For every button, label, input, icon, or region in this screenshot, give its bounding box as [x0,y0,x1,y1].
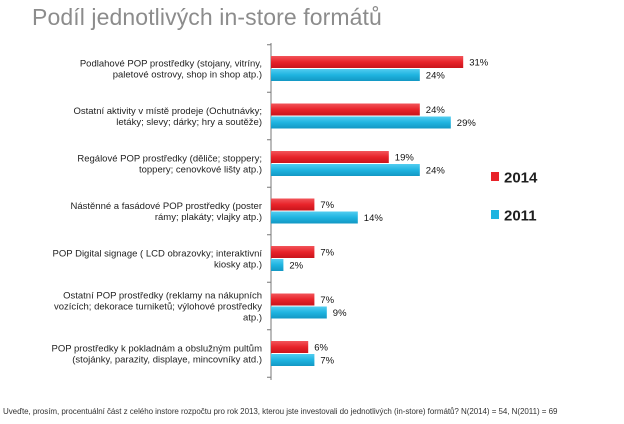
category-label: Ostatní aktivity v místě prodeje (Ochutn… [74,106,263,128]
bar-2011 [271,354,315,366]
footnote: Uveďte, prosím, procentuální část z celé… [3,407,558,416]
data-label-2014: 24% [426,105,446,116]
category-label: POP Digital signage ( LCD obrazovky; int… [53,248,263,270]
data-label-2011: 9% [333,308,347,319]
bar-2014 [271,246,315,258]
bar-2014 [271,151,389,163]
legend-swatch-2014 [491,172,499,181]
bar-2014 [271,198,315,211]
bar-2011 [271,211,358,224]
category-label: Podlahové POP prostředky (stojany, vitrí… [80,58,262,80]
data-label-2011: 14% [364,213,384,224]
bar-2014 [271,56,464,68]
bar-2011 [271,164,420,176]
bar-2011 [271,116,451,129]
bar-2011 [271,306,327,319]
data-label-2011: 29% [457,118,477,129]
data-label-2011: 2% [289,261,303,272]
bar-2011 [271,259,284,271]
bar-2014 [271,293,315,306]
data-label-2011: 24% [426,166,446,177]
bar-2014 [271,103,420,116]
legend-label-2014: 2014 [504,170,538,187]
data-label-2014: 7% [320,248,334,259]
data-label-2014: 7% [320,200,334,211]
data-label-2011: 24% [426,71,446,82]
data-label-2014: 19% [395,153,415,164]
bar-2011 [271,69,420,81]
chart-title: Podíl jednotlivých in-store formátů [32,4,382,30]
category-label: Nástěnné a fasádové POP prostředky (post… [70,201,262,223]
category-label: POP prostředky k pokladnám a obslužným p… [51,343,262,365]
bar-2014 [271,341,309,353]
data-label-2014: 31% [469,58,489,69]
legend-swatch-2011 [491,210,499,219]
data-label-2014: 7% [320,295,334,306]
category-label: Ostatní POP prostředky (reklamy na nákup… [54,290,262,323]
legend-label-2011: 2011 [504,208,537,225]
data-label-2011: 7% [320,356,334,367]
data-label-2014: 6% [314,343,328,354]
category-label: Regálové POP prostředky (děliče; stopper… [77,153,262,175]
